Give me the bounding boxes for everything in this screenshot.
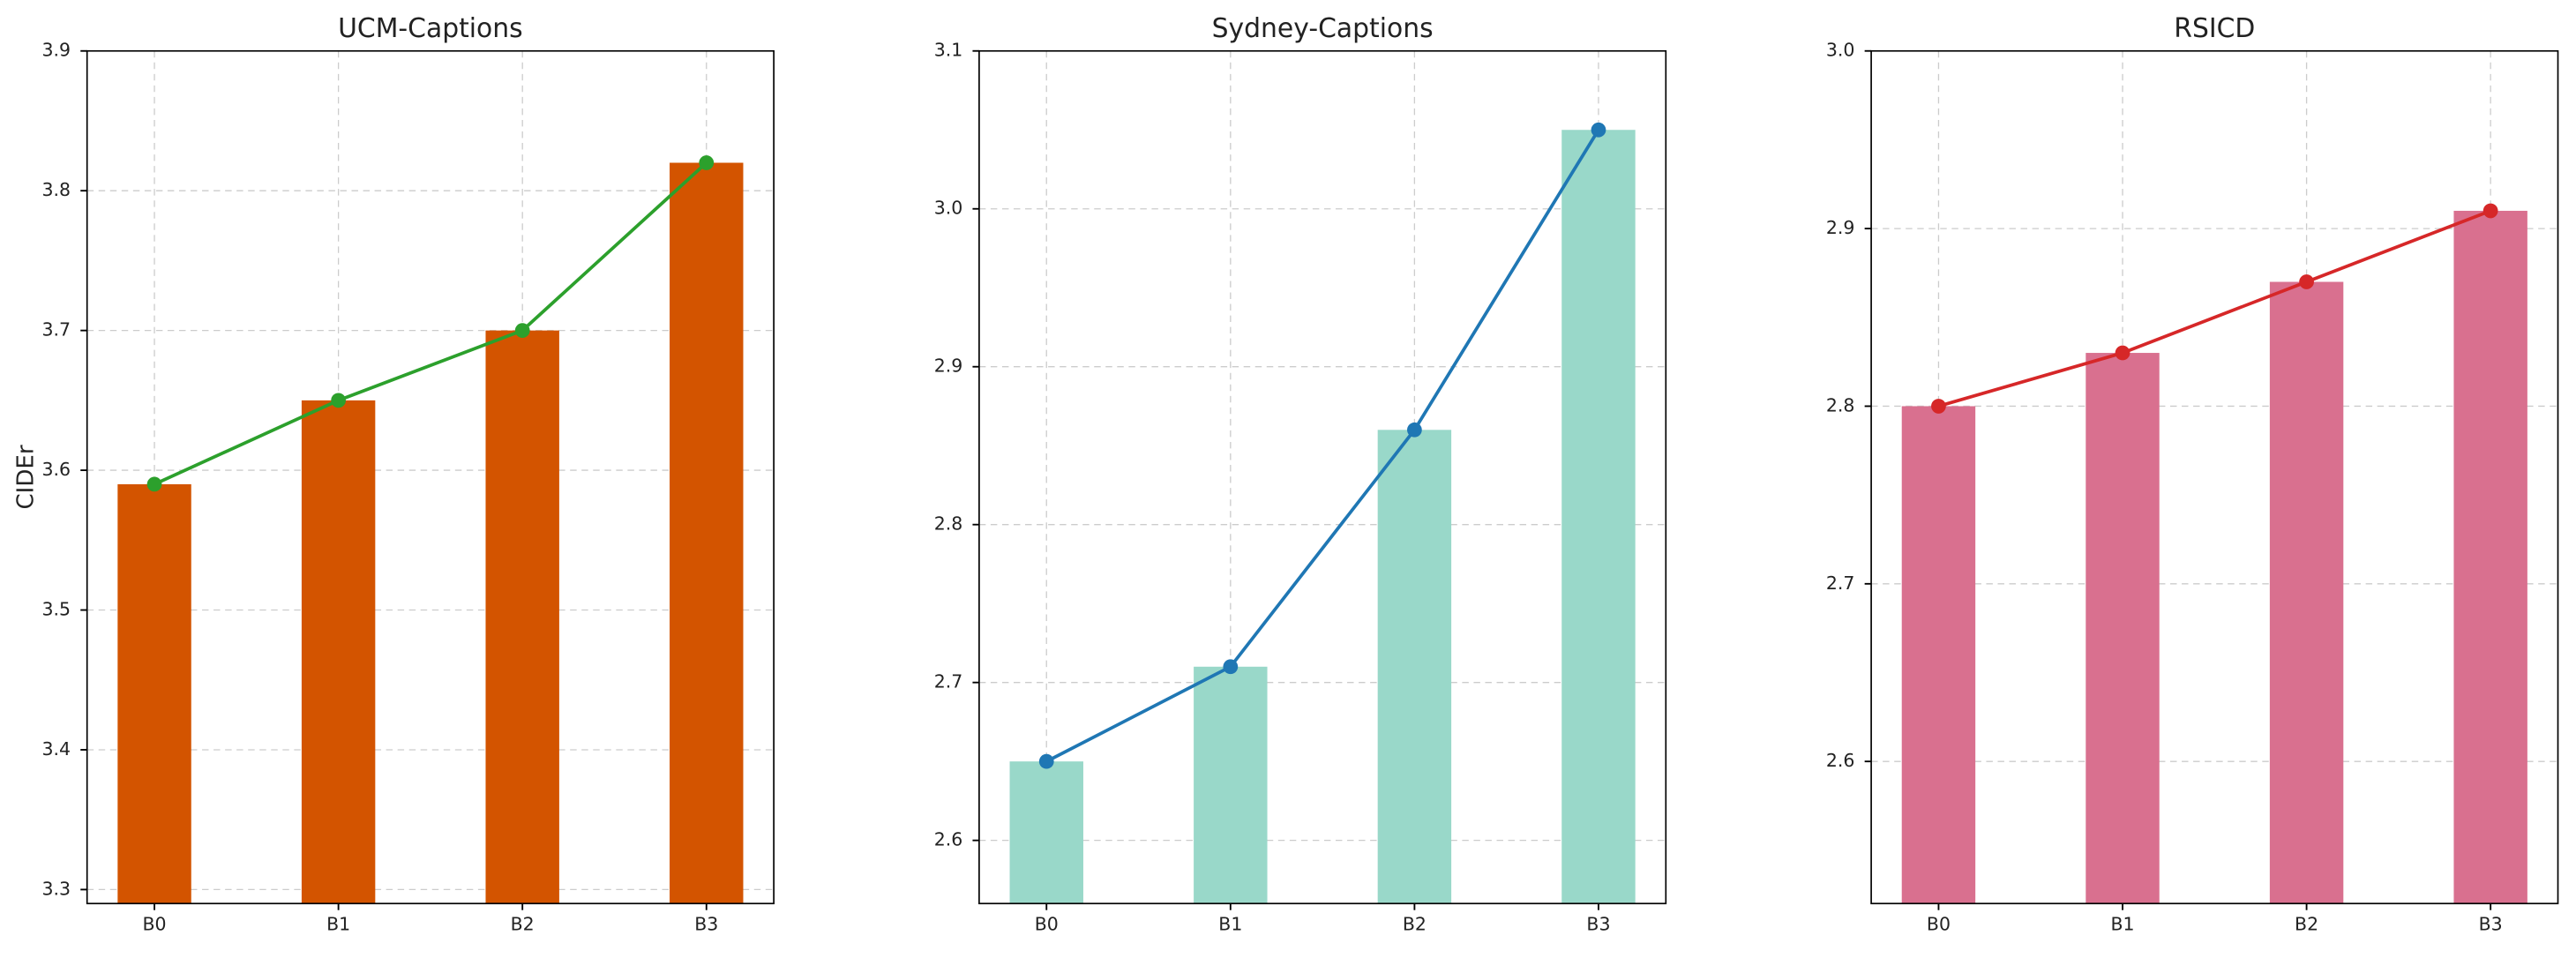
marker bbox=[1223, 659, 1239, 675]
bar bbox=[670, 162, 744, 904]
y-tick-label: 2.6 bbox=[1826, 750, 1855, 771]
y-axis-label: CIDEr bbox=[12, 445, 39, 509]
bar bbox=[1901, 406, 1976, 904]
y-tick-label: 2.7 bbox=[934, 671, 963, 692]
marker bbox=[1407, 422, 1422, 438]
bar bbox=[1377, 430, 1452, 904]
y-tick-label: 2.9 bbox=[934, 356, 963, 377]
bar bbox=[1561, 130, 1636, 904]
axes-frame bbox=[86, 49, 775, 905]
y-tick-label: 3.6 bbox=[42, 459, 71, 480]
y-tick-label: 3.5 bbox=[42, 599, 71, 620]
chart-title: UCM-Captions bbox=[338, 13, 523, 44]
x-tick-label: B1 bbox=[326, 913, 350, 934]
marker bbox=[331, 393, 347, 408]
y-tick-label: 2.8 bbox=[1826, 394, 1855, 415]
bar bbox=[2269, 281, 2344, 904]
marker bbox=[2482, 203, 2498, 219]
x-tick-label: B1 bbox=[2110, 913, 2134, 934]
line bbox=[1937, 209, 2491, 408]
chart-title: Sydney-Captions bbox=[1212, 13, 1434, 44]
bar bbox=[2453, 210, 2527, 904]
y-tick-label: 3.1 bbox=[934, 40, 963, 61]
y-tick-label: 2.6 bbox=[934, 829, 963, 850]
marker bbox=[514, 323, 530, 339]
line bbox=[1045, 129, 1600, 763]
bar bbox=[485, 330, 559, 904]
marker bbox=[1591, 122, 1606, 138]
bar bbox=[301, 400, 376, 904]
marker bbox=[699, 155, 715, 170]
x-tick-label: B2 bbox=[2295, 913, 2318, 934]
y-tick-label: 2.8 bbox=[934, 513, 963, 535]
x-tick-label: B2 bbox=[511, 913, 535, 934]
marker bbox=[2299, 274, 2314, 289]
line bbox=[154, 161, 708, 486]
axes-frame bbox=[978, 49, 1667, 905]
marker bbox=[146, 476, 162, 492]
y-tick-label: 3.9 bbox=[42, 40, 71, 61]
chart-title: RSICD bbox=[2174, 13, 2255, 44]
axes-frame bbox=[1870, 49, 2559, 905]
y-tick-label: 3.4 bbox=[42, 738, 71, 760]
x-tick-label: B2 bbox=[1403, 913, 1427, 934]
y-tick-label: 3.3 bbox=[42, 878, 71, 899]
x-tick-label: B0 bbox=[143, 913, 167, 934]
y-tick-label: 3.7 bbox=[42, 319, 71, 341]
x-tick-label: B1 bbox=[1218, 913, 1242, 934]
bar bbox=[1009, 761, 1083, 904]
x-tick-label: B3 bbox=[1586, 913, 1610, 934]
x-tick-label: B0 bbox=[1035, 913, 1059, 934]
x-tick-label: B0 bbox=[1927, 913, 1951, 934]
marker bbox=[1038, 753, 1054, 769]
bar bbox=[117, 483, 191, 904]
x-tick-label: B3 bbox=[694, 913, 718, 934]
marker bbox=[2115, 345, 2130, 361]
bar bbox=[1194, 666, 1268, 904]
x-tick-label: B3 bbox=[2479, 913, 2503, 934]
bar bbox=[2086, 353, 2160, 904]
y-tick-label: 3.0 bbox=[1826, 40, 1855, 61]
y-tick-label: 3.0 bbox=[934, 198, 963, 219]
marker bbox=[1931, 399, 1946, 414]
y-tick-label: 2.7 bbox=[1826, 573, 1855, 594]
y-tick-label: 2.9 bbox=[1826, 217, 1855, 238]
y-tick-label: 3.8 bbox=[42, 179, 71, 200]
